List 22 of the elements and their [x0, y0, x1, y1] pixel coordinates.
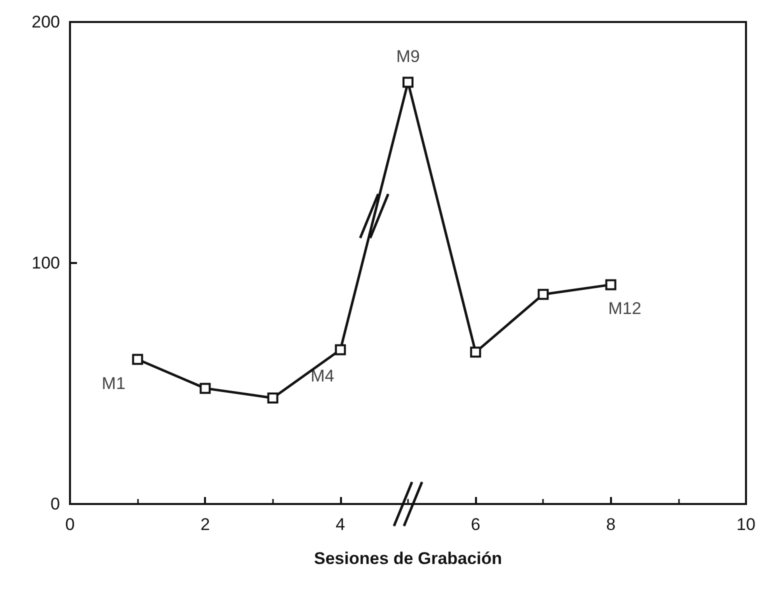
annotation: M1 [102, 374, 126, 393]
annotation: M4 [310, 366, 334, 386]
x-axis-title: Sesiones de Grabación [314, 549, 502, 568]
annotation: M9 [396, 46, 420, 66]
annotation: M12 [608, 299, 642, 318]
x-tick-label: 2 [200, 515, 210, 534]
point [402, 76, 414, 88]
x-tick-label: 0 [65, 515, 75, 534]
y-tick-label: 0 [50, 494, 60, 514]
point [200, 382, 211, 394]
point [267, 392, 278, 404]
x-tick-label: 4 [336, 515, 346, 534]
y-tick-label: 200 [32, 12, 60, 32]
point [538, 288, 549, 300]
point [334, 344, 346, 356]
point [470, 346, 482, 358]
x-tick-label: 8 [606, 515, 616, 534]
y-tick-label: 100 [32, 254, 60, 272]
x-tick-label: 6 [470, 515, 480, 534]
point [605, 279, 616, 290]
point [132, 354, 144, 365]
x-tick-label: 10 [736, 515, 756, 534]
